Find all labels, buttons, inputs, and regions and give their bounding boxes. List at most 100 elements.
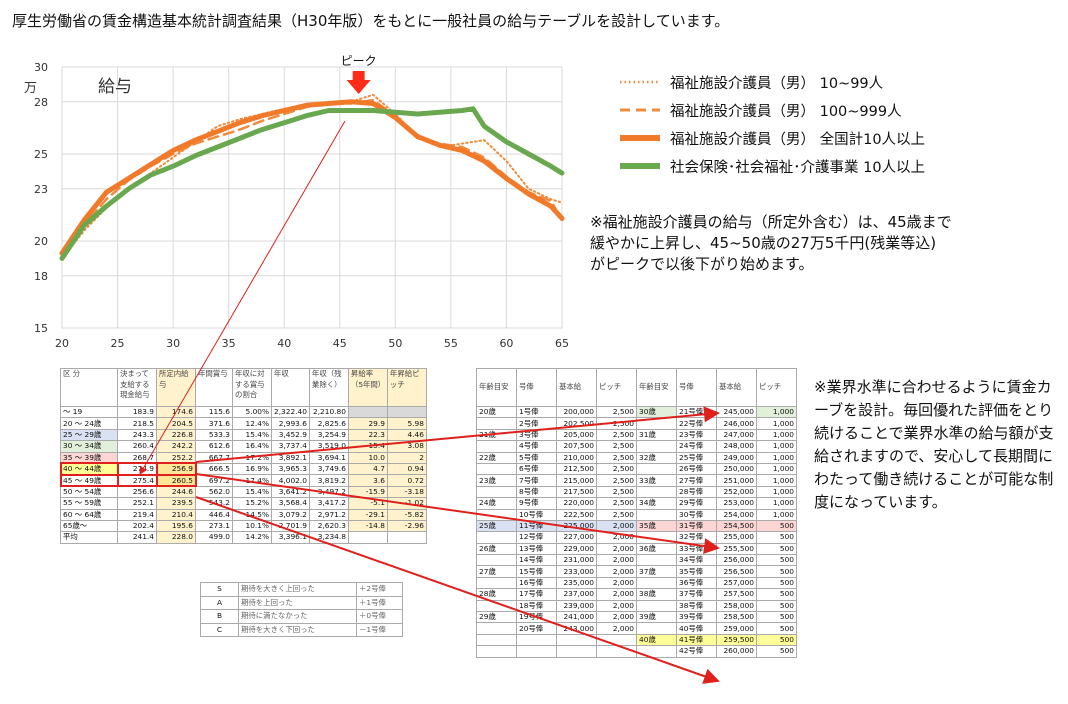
table-cell: [556, 645, 597, 658]
table-cell: 227,000: [556, 531, 597, 544]
table-cell: 20歳: [476, 405, 517, 419]
table-cell: 499.0: [195, 531, 233, 544]
table-cell: 10.1%: [232, 519, 272, 533]
table-cell: 2,500: [596, 497, 637, 510]
table-cell: 500: [756, 531, 797, 544]
table-cell: 28号俸: [676, 485, 717, 499]
table-cell: 1,000: [756, 428, 797, 442]
table-row: 10号俸 222,500 2,500 30号俸 254,000 1,000: [476, 508, 797, 521]
x-tick-label: 60: [499, 337, 513, 350]
y-tick-label: 15: [34, 322, 48, 335]
table-cell: 241,000: [556, 611, 597, 624]
table-cell: 3,568.4: [271, 497, 310, 510]
series-line: [59, 99, 565, 256]
series-line: [60, 98, 564, 258]
chart-legend: 福祉施設介護員（男） 10~99人 福祉施設介護員（男） 100~999人 福祉施設…: [618, 68, 925, 180]
page-headline: 厚生労働省の賃金構造基本統計調査結果（H30年版）をもとに一般社員の給与テーブル…: [12, 12, 730, 30]
table-cell: 562.0: [195, 485, 233, 499]
row-label: 55 ～ 59歳: [60, 497, 118, 510]
evaluation-row: B 期待に満たなかった ＋0号俸: [200, 609, 403, 624]
y-tick-label: 25: [34, 148, 48, 161]
row-label: ～ 19: [60, 405, 118, 419]
table-cell: 260.5: [155, 473, 197, 488]
table-cell: 27歳: [476, 565, 517, 578]
table-cell: 252.1: [117, 497, 157, 510]
peak-label: ピーク: [341, 54, 377, 68]
table-cell: 34歳: [636, 497, 677, 510]
table-cell: 36歳: [636, 542, 677, 556]
table-cell: 期待を大きく下回った: [238, 622, 357, 637]
table-cell: 243,000: [556, 622, 597, 635]
table-cell: 500: [756, 565, 797, 578]
table-row: 25 ～ 29歳 243.3 226.8 533.3 15.4% 3,452.9 3,254…: [60, 428, 427, 442]
table-cell: 202.4: [117, 519, 157, 533]
table-cell: 4.7: [347, 462, 388, 476]
table-cell: 500: [756, 633, 797, 647]
table-cell: 1,000: [756, 474, 797, 487]
table-cell: 229,000: [556, 542, 597, 556]
table-cell: 612.6: [195, 440, 233, 453]
table-cell: 23号俸: [676, 428, 717, 442]
table-cell: 212,500: [556, 462, 597, 476]
table-cell: -14.8: [347, 519, 388, 533]
row-label: 30 ～ 34歳: [60, 440, 118, 453]
table-cell: 19号俸: [516, 611, 557, 624]
table-cell: [636, 462, 677, 476]
table-row: 4号俸 207,500 2,500 24号俸 248,000 1,000: [476, 440, 797, 453]
legend-swatch: [620, 80, 660, 84]
table-cell: 3,254.9: [308, 428, 349, 442]
row-label: 25 ～ 29歳: [60, 428, 118, 442]
table-cell: 500: [756, 645, 797, 658]
x-tick-label: 55: [444, 337, 458, 350]
table-cell: 256,000: [716, 554, 757, 567]
table-cell: 257,500: [716, 588, 757, 601]
table-row: 25歳 11号俸 225,000 2,000 35歳 31号俸 254,500 500: [476, 519, 797, 533]
table-cell: 0.72: [386, 474, 427, 487]
table-cell: 8号俸: [516, 485, 557, 499]
table-cell: ＋2号俸: [356, 582, 403, 597]
table-cell: [636, 417, 677, 430]
table-cell: 247,000: [716, 428, 757, 442]
table-cell: -2.96: [386, 519, 427, 533]
table-cell: -1.02: [386, 497, 427, 510]
column-header: 号俸: [516, 368, 557, 407]
table-cell: 228.0: [156, 531, 196, 544]
table-cell: 33歳: [636, 474, 677, 487]
table-cell: 2,500: [596, 474, 637, 487]
grade-label: S: [200, 582, 239, 597]
table-cell: [476, 554, 517, 567]
table-cell: 24歳: [476, 497, 517, 510]
table-cell: 115.6: [195, 405, 233, 419]
table-cell: 183.9: [117, 405, 157, 419]
x-tick-label: 35: [222, 337, 236, 350]
column-header: 区 分: [60, 368, 118, 407]
table-cell: 242.2: [156, 440, 196, 453]
table-cell: 268.7: [117, 451, 157, 464]
table-cell: 32歳: [636, 451, 677, 464]
table-cell: 500: [756, 576, 797, 590]
table-cell: 200,000: [556, 405, 597, 419]
table-cell: 215,000: [556, 474, 597, 487]
table-cell: 3,452.9: [271, 428, 310, 442]
row-label: 60 ～ 64歳: [60, 508, 118, 521]
table-cell: 16.9%: [232, 462, 272, 476]
table-cell: 3.08: [386, 440, 427, 453]
table-row: 65歳～ 202.4 195.6 273.1 10.1% 2,701.9 2,620.3 -1…: [60, 519, 427, 533]
table-cell: 5号俸: [516, 451, 557, 464]
legend-label: 福祉施設介護員（男） 100~999人: [670, 103, 902, 120]
table-cell: 1号俸: [516, 405, 557, 419]
table-cell: 33号俸: [676, 542, 717, 556]
table-cell: 26号俸: [676, 462, 717, 476]
table-cell: [476, 462, 517, 476]
table-cell: 期待に満たなかった: [238, 609, 357, 624]
table-cell: 3,749.6: [308, 462, 349, 476]
table-cell: 275.4: [116, 473, 158, 488]
table-cell: 38号俸: [676, 599, 717, 613]
table-cell: 3,641.2: [271, 485, 310, 499]
table-row: 28歳 17号俸 237,000 2,000 38歳 37号俸 257,500 500: [476, 588, 797, 601]
row-label: 40 ～ 44歳: [59, 462, 119, 476]
y-tick-label: 20: [34, 235, 48, 248]
row-label: 35 ～ 39歳: [60, 451, 118, 464]
legend-item: 福祉施設介護員（男） 10~99人: [618, 68, 925, 96]
series-line: [61, 93, 563, 260]
